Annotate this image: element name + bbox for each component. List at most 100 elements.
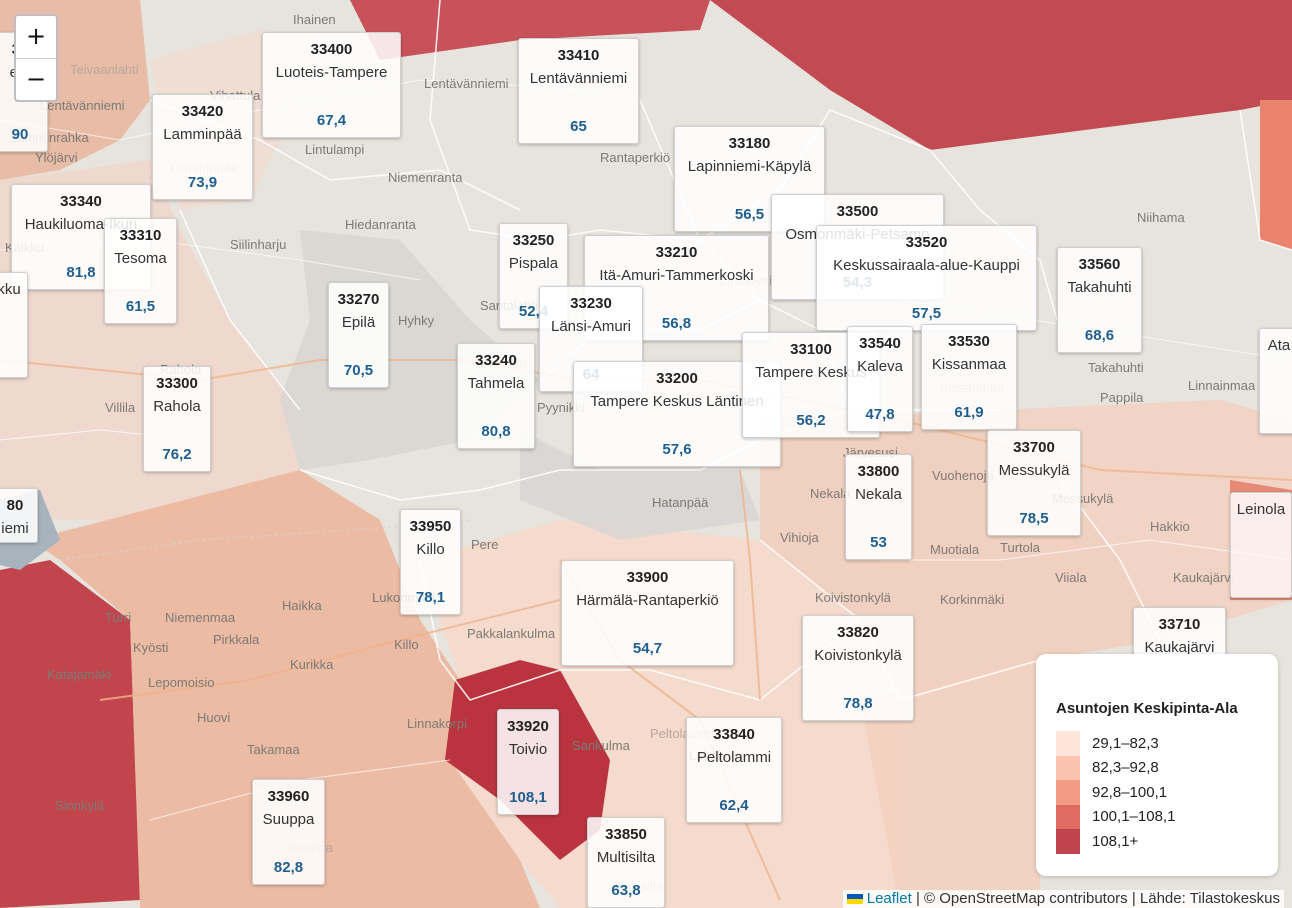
zip-area-label[interactable]: 33920 Toivio 108,1 <box>497 709 559 815</box>
zip-area-value: 63,8 <box>611 882 641 899</box>
zip-area-name: Rahola <box>153 398 201 415</box>
zip-area-label[interactable]: 80 iemi <box>0 488 38 543</box>
zip-area-name: Tampere Keskus Läntinen <box>590 393 764 410</box>
zip-area-value: 47,8 <box>865 406 895 423</box>
place-label: Koivistonkylä <box>815 590 891 605</box>
zip-area-label[interactable]: Leinola <box>1230 492 1292 598</box>
zip-code: 33840 <box>713 726 755 743</box>
zip-code: 33560 <box>1078 256 1121 273</box>
place-label: Hiedanranta <box>345 217 416 232</box>
ukraine-flag-icon <box>846 894 863 904</box>
legend-swatch <box>1056 755 1080 780</box>
zip-area-label[interactable]: Ata <box>1259 328 1292 434</box>
place-label: Niemenranta <box>388 170 463 185</box>
zip-code: 33540 <box>859 335 901 352</box>
legend-item: 92,8–100,1 <box>1056 780 1258 805</box>
zip-area-label[interactable]: 33310 Tesoma 61,5 <box>104 218 177 324</box>
osm-credit: © OpenStreetMap contributors <box>924 890 1128 907</box>
zip-area-label[interactable]: 33270 Epilä 70,5 <box>328 282 389 388</box>
zip-area-label[interactable]: 33420 Lamminpää 73,9 <box>152 94 253 200</box>
zip-area-label[interactable]: 33560 Takahuhti 68,6 <box>1057 247 1142 353</box>
zip-area-value: 82,8 <box>273 859 304 876</box>
attribution-separator: | <box>1127 890 1140 907</box>
zip-area-label[interactable]: 33820 Koivistonkylä 78,8 <box>802 615 914 721</box>
place-label: Niihama <box>1137 210 1185 225</box>
zip-area-label[interactable]: 33850 Multisilta 63,8 <box>587 817 665 908</box>
zip-area-label[interactable]: 33410 Lentävänniemi 65 <box>518 38 639 144</box>
legend-swatch <box>1056 731 1080 756</box>
zip-code: 33850 <box>605 826 647 843</box>
zip-area-value: 76,2 <box>162 446 192 463</box>
zip-area-name: Länsi-Amuri <box>550 318 632 335</box>
leaflet-link[interactable]: Leaflet <box>866 890 912 907</box>
place-label: Rantaperkiö <box>600 150 671 165</box>
zip-area-name: Kaleva <box>857 358 903 375</box>
zip-code: 33920 <box>507 718 549 735</box>
legend-label: 82,3–92,8 <box>1092 759 1159 777</box>
zip-code: 33520 <box>905 234 948 251</box>
zip-area-value: 61,9 <box>954 404 984 421</box>
zip-area-label[interactable]: 33530 Kissanmaa 61,9 <box>921 324 1017 430</box>
place-label: Katajamäki <box>47 667 112 682</box>
legend-title: Asuntojen Keskipinta-Ala <box>1056 700 1238 717</box>
zip-code: 33950 <box>409 518 452 535</box>
place-label: Lentävänniemi <box>40 98 125 113</box>
place-label: Ihainen <box>293 12 336 27</box>
zip-area-name: Messukylä <box>998 462 1070 479</box>
zip-area-value: 80,8 <box>481 423 511 440</box>
zip-area-name: Kaukajärvi <box>1144 639 1215 656</box>
place-label: Takamaa <box>247 742 300 757</box>
zoom-out-button[interactable]: − <box>16 58 56 101</box>
place-label: Linnainmaa <box>1188 378 1256 393</box>
place-label: Hakkio <box>1150 519 1190 534</box>
place-label: Turtola <box>1000 540 1040 555</box>
place-label: Takahuhti <box>1088 360 1144 375</box>
place-label: Lepomoisio <box>148 675 215 690</box>
place-label: Linnakorpi <box>407 716 467 731</box>
zip-area-value: 78,5 <box>1019 510 1049 527</box>
zoom-in-button[interactable]: + <box>25 22 47 50</box>
place-label: Villila <box>105 400 136 415</box>
zip-area-name: Itä-Amuri-Tammerkoski <box>599 267 754 284</box>
zip-code: 33230 <box>570 295 612 312</box>
place-label: Korkinmäki <box>940 592 1005 607</box>
place-label: Lentävänniemi <box>424 76 509 91</box>
zip-area-value: 57,5 <box>911 305 942 322</box>
zip-area-label[interactable]: 33840 Peltolammi 62,4 <box>686 717 782 823</box>
zip-area-name: Koivistonkylä <box>814 647 902 664</box>
map-attribution: Leaflet | © OpenStreetMap contributors |… <box>842 890 1284 908</box>
place-label: Vuohenoja <box>932 468 994 483</box>
zip-area-name: Suuppa <box>262 811 315 828</box>
zip-code: 33960 <box>267 788 310 805</box>
zip-area-label[interactable]: 33950 Killo 78,1 <box>400 509 461 615</box>
zip-area-label[interactable]: 33700 Messukylä 78,5 <box>987 430 1081 536</box>
zip-area-label[interactable]: 33960 Suuppa 82,8 <box>252 779 325 885</box>
zip-area-name: Leinola <box>1236 501 1286 518</box>
zip-area-label[interactable]: 33900 Härmälä-Rantaperkiö 54,7 <box>561 560 734 666</box>
legend-label: 29,1–82,3 <box>1092 734 1159 752</box>
place-label: Hyhky <box>398 313 435 328</box>
place-label: Pere <box>471 537 499 552</box>
zip-area-label[interactable]: 33520 Keskussairaala-alue-Kauppi 57,5 <box>816 225 1037 331</box>
legend-swatch <box>1056 804 1080 829</box>
zip-area-name: Lapinniemi-Käpylä <box>687 158 812 175</box>
zip-area-label[interactable]: 33400 Luoteis-Tampere 67,4 <box>262 32 401 138</box>
zip-area-label[interactable]: kku <box>0 272 28 378</box>
zip-area-value: 78,8 <box>843 695 873 712</box>
zip-area-name: Tampere Keskus <box>755 364 867 381</box>
place-label: Kaukajärvi <box>1173 570 1234 585</box>
place-label: Muotiala <box>930 542 980 557</box>
source-credit: Lähde: Tilastokeskus <box>1139 890 1280 907</box>
place-label: Turri <box>105 610 132 625</box>
place-label: Sankulma <box>572 738 630 753</box>
place-label: Pakkalankulma <box>467 626 556 641</box>
zip-area-name: Epilä <box>341 314 376 331</box>
zip-area-name: Peltolammi <box>696 749 772 766</box>
zip-area-label[interactable]: 33800 Nekala 53 <box>845 454 912 560</box>
legend-items: 29,1–82,3 82,3–92,8 92,8–100,1 100,1–108,1 1… <box>1056 731 1258 854</box>
zip-area-label[interactable]: 33300 Rahola 76,2 <box>143 366 211 472</box>
zip-area-label[interactable]: 33540 Kaleva 47,8 <box>847 326 913 432</box>
zip-area-value: 61,5 <box>125 298 156 315</box>
zip-area-label[interactable]: 33240 Tahmela 80,8 <box>457 343 535 449</box>
